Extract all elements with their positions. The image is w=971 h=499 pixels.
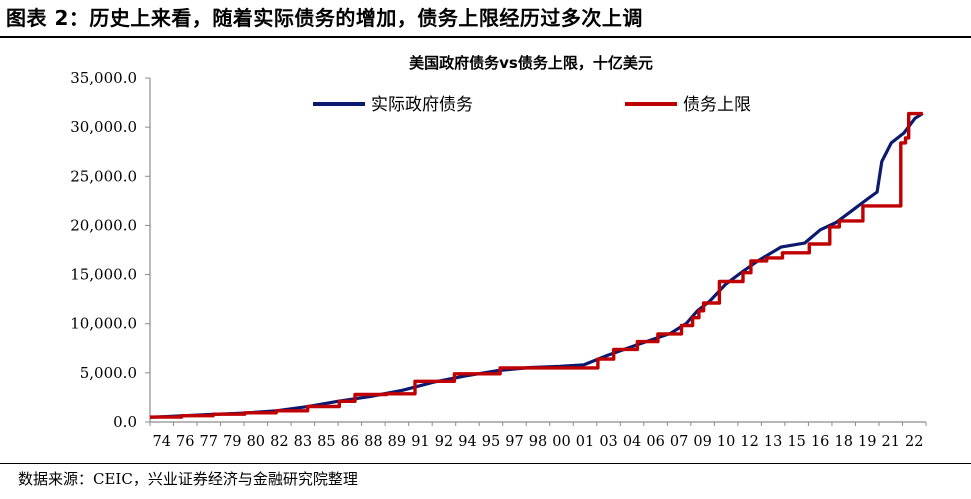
x-tick-label: 19 bbox=[858, 434, 876, 450]
x-tick-label: 94 bbox=[458, 434, 476, 450]
x-tick-label: 00 bbox=[552, 434, 570, 450]
x-tick-label: 04 bbox=[623, 434, 641, 450]
x-tick-label: 07 bbox=[670, 434, 688, 450]
x-tick-label: 21 bbox=[882, 434, 900, 450]
source-rule bbox=[0, 463, 971, 464]
series-line-debt-limit bbox=[150, 111, 923, 419]
x-tick-label: 77 bbox=[200, 434, 218, 450]
x-tick-label: 16 bbox=[811, 434, 829, 450]
y-tick-label: 30,000.0 bbox=[70, 118, 137, 136]
x-tick-label: 03 bbox=[599, 434, 617, 450]
x-tick-label: 18 bbox=[834, 434, 852, 450]
x-tick-label: 01 bbox=[576, 434, 594, 450]
x-tick-label: 95 bbox=[482, 434, 500, 450]
series-line-debt bbox=[149, 112, 924, 419]
x-tick-label: 09 bbox=[693, 434, 711, 450]
x-tick-label: 88 bbox=[364, 434, 382, 450]
x-tick-label: 82 bbox=[270, 434, 288, 450]
y-tick-label: 20,000.0 bbox=[70, 216, 137, 234]
legend-label-debt: 实际政府债务 bbox=[371, 95, 473, 115]
title-rule bbox=[0, 36, 971, 38]
x-tick-label: 91 bbox=[411, 434, 429, 450]
x-tick-label: 10 bbox=[717, 434, 735, 450]
y-tick-label: 35,000.0 bbox=[70, 69, 137, 87]
x-tick-label: 98 bbox=[529, 434, 547, 450]
x-tick-label: 80 bbox=[247, 434, 265, 450]
x-tick-label: 89 bbox=[388, 434, 406, 450]
x-tick-label: 83 bbox=[294, 434, 312, 450]
debt-chart: 美国政府债务vs债务上限，十亿美元 0.0 5,000.0 10,000.0 15,00… bbox=[70, 54, 927, 450]
legend-label-debt-limit: 债务上限 bbox=[683, 95, 751, 115]
x-tick-label: 86 bbox=[341, 434, 359, 450]
y-tick-label: 0.0 bbox=[113, 413, 137, 431]
x-tick-label: 06 bbox=[646, 434, 664, 450]
x-tick-label: 13 bbox=[764, 434, 782, 450]
x-tick-label: 92 bbox=[435, 434, 453, 450]
x-tick-label: 74 bbox=[153, 434, 171, 450]
x-tick-label: 15 bbox=[787, 434, 805, 450]
x-tick-label: 85 bbox=[317, 434, 335, 450]
y-tick-label: 15,000.0 bbox=[70, 266, 137, 284]
x-tick-label: 79 bbox=[223, 434, 241, 450]
figure-source: 数据来源：CEIC，兴业证券经济与金融研究院整理 bbox=[18, 470, 358, 488]
chart-title: 美国政府债务vs债务上限，十亿美元 bbox=[409, 54, 653, 72]
y-tick-label: 25,000.0 bbox=[70, 167, 137, 185]
x-tick-label: 12 bbox=[740, 434, 758, 450]
x-tick-label: 22 bbox=[905, 434, 923, 450]
figure-title: 图表 2：历史上来看，随着实际债务的增加，债务上限经历过多次上调 bbox=[6, 6, 643, 30]
x-tick-label: 76 bbox=[176, 434, 194, 450]
y-tick-label: 10,000.0 bbox=[70, 315, 137, 333]
x-tick-label: 97 bbox=[505, 434, 523, 450]
y-tick-label: 5,000.0 bbox=[80, 364, 137, 382]
